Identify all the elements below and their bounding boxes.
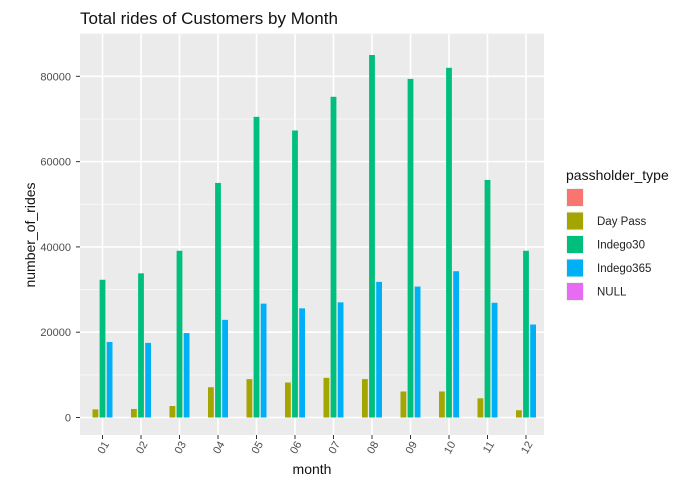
bar-day-pass-07 <box>323 377 330 418</box>
y-tick-label: 60000 <box>40 157 71 169</box>
legend: passholder_type Day Pass Indego30 Indego36… <box>566 167 669 301</box>
bar-day-pass-01 <box>92 409 99 418</box>
bar-indego365-09 <box>414 286 421 418</box>
bar-day-pass-02 <box>131 408 137 418</box>
legend-key <box>567 236 583 253</box>
x-axis: 01 02 03 04 05 06 07 08 09 10 11 12 <box>96 435 536 456</box>
legend-key <box>567 212 583 230</box>
y-tick-label: 40000 <box>40 242 71 254</box>
legend-items: Day Pass Indego30 Indego365 NULL <box>566 188 651 301</box>
bar-day-pass-04 <box>208 387 214 418</box>
legend-key <box>567 283 583 300</box>
bar-indego30-04 <box>215 182 221 418</box>
y-tick-label: 0 <box>65 413 71 425</box>
grid-minor <box>80 33 544 376</box>
x-tick-label: 07 <box>327 440 344 457</box>
x-tick-label: 06 <box>288 440 305 457</box>
plot-background <box>80 34 544 435</box>
chart-title: Total rides of Customers by Month <box>80 9 338 28</box>
bar-day-pass-12 <box>516 410 522 418</box>
x-tick-label: 02 <box>134 440 151 457</box>
legend-label: Day Pass <box>597 216 646 228</box>
x-axis-label: month <box>293 461 332 477</box>
x-tick-label: 08 <box>365 440 382 457</box>
bar-indego30-08 <box>369 55 375 418</box>
y-tick-label: 80000 <box>40 71 71 83</box>
bar-day-pass-11 <box>477 398 484 418</box>
bar-indego30-09 <box>407 78 414 418</box>
legend-label: Indego30 <box>597 240 645 252</box>
legend-label: Indego365 <box>597 263 651 275</box>
bar-day-pass-09 <box>400 391 407 418</box>
bar-indego365-01 <box>106 342 113 418</box>
bar-indego30-05 <box>253 116 260 418</box>
y-axis: 0 20000 40000 60000 80000 <box>40 71 80 425</box>
bar-indego365-03 <box>183 333 190 418</box>
bar-day-pass-05 <box>246 379 253 418</box>
bar-indego30-10 <box>446 67 452 418</box>
x-tick-label: 12 <box>519 440 536 457</box>
bar-indego365-04 <box>222 319 228 418</box>
bar-indego30-07 <box>330 96 337 418</box>
bar-indego365-08 <box>376 281 382 418</box>
bar-indego365-11 <box>491 302 498 418</box>
y-tick-label: 20000 <box>40 327 71 339</box>
bar-indego365-05 <box>260 303 267 418</box>
legend-key <box>567 189 583 206</box>
y-axis-label: number_of_rides <box>22 182 38 287</box>
bar-indego365-02 <box>145 342 151 418</box>
bar-indego30-01 <box>99 279 106 418</box>
x-tick-label: 09 <box>404 440 421 457</box>
bars-layer <box>92 55 536 418</box>
bar-day-pass-08 <box>362 379 368 418</box>
x-tick-label: 01 <box>96 440 113 457</box>
bar-indego30-12 <box>523 250 529 418</box>
x-tick-label: 04 <box>211 440 228 457</box>
bar-indego365-12 <box>530 324 536 418</box>
bar-day-pass-06 <box>285 382 291 418</box>
bar-indego30-06 <box>292 130 298 418</box>
legend-label: NULL <box>597 287 627 299</box>
bar-indego30-11 <box>484 179 491 418</box>
bar-indego30-03 <box>176 250 183 418</box>
bar-indego365-07 <box>337 302 344 418</box>
bar-day-pass-10 <box>439 391 445 418</box>
legend-title: passholder_type <box>566 167 669 183</box>
bar-day-pass-03 <box>169 405 176 418</box>
x-tick-label: 10 <box>442 440 459 457</box>
x-tick-label: 11 <box>481 440 497 456</box>
bar-indego365-06 <box>299 308 305 418</box>
bar-indego30-02 <box>138 273 144 418</box>
x-tick-label: 05 <box>250 440 267 457</box>
legend-key <box>567 259 583 277</box>
bar-indego365-10 <box>453 271 459 418</box>
x-tick-label: 03 <box>173 440 190 457</box>
